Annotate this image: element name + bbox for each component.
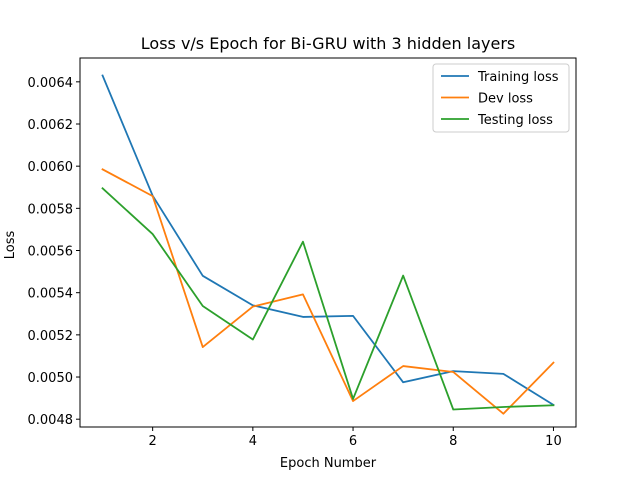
- legend-label: Dev loss: [478, 92, 533, 107]
- y-axis-label: Loss: [3, 231, 18, 260]
- x-tick-label: 8: [449, 434, 457, 449]
- x-tick-label: 2: [149, 434, 157, 449]
- x-axis-label: Epoch Number: [280, 456, 377, 471]
- chart-title: Loss v/s Epoch for Bi-GRU with 3 hidden …: [141, 34, 515, 53]
- x-tick-label: 10: [545, 434, 562, 449]
- y-tick-label: 0.0052: [28, 329, 74, 344]
- legend-box: [432, 63, 570, 133]
- y-tick-label: 0.0054: [28, 287, 74, 302]
- series-line-dev-loss: [101, 168, 555, 415]
- y-tick-label: 0.0062: [28, 118, 74, 133]
- y-tick-label: 0.0050: [28, 371, 74, 386]
- y-tick-label: 0.0056: [28, 245, 74, 260]
- legend: Training loss Dev loss Testing loss: [432, 63, 570, 133]
- series-line-training-loss: [101, 74, 555, 407]
- y-tick-label: 0.0064: [28, 76, 74, 91]
- axes: 2 4 6 8 10 0.0048 0.0050 0.0052 0.0054 0.0056 0.00…: [28, 57, 577, 449]
- x-tick-label: 6: [349, 434, 357, 449]
- x-tick-label: 4: [249, 434, 257, 449]
- legend-label: Training loss: [477, 70, 559, 85]
- y-tick-label: 0.0058: [28, 202, 74, 217]
- series-line-testing-loss: [101, 187, 555, 411]
- y-tick-label: 0.0060: [28, 160, 74, 175]
- axes-frame: [79, 57, 577, 428]
- y-tick-label: 0.0048: [28, 413, 74, 428]
- legend-label: Testing loss: [477, 113, 553, 128]
